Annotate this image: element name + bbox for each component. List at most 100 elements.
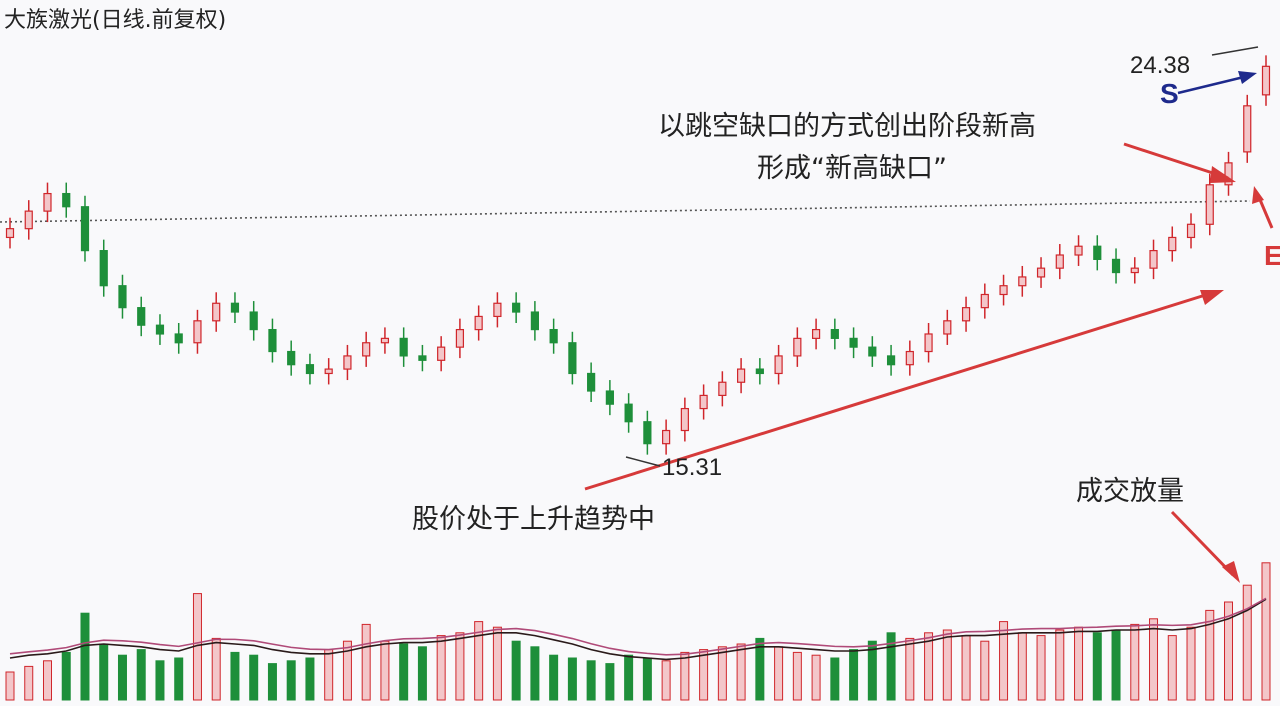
volume-bar [905, 637, 915, 701]
volume-bar [849, 649, 859, 701]
candle-body [249, 311, 258, 331]
volume-bar [736, 643, 746, 701]
candle-body [961, 307, 971, 322]
low-price-label: 15.31 [662, 454, 723, 481]
candle-body [587, 372, 596, 392]
candles-layer [5, 55, 1271, 455]
resistance-line [0, 200, 1251, 223]
volume-bar [5, 671, 15, 701]
volume-bar [136, 649, 146, 701]
high-price-label: 24.38 [1130, 52, 1191, 79]
volume-bar [117, 654, 127, 701]
volume-bar [361, 623, 371, 701]
volume-bar [455, 632, 465, 701]
e-arrowhead [1252, 186, 1264, 204]
candle-body [905, 350, 914, 366]
candle-body [943, 320, 952, 335]
volume-bar [1074, 626, 1084, 701]
volume-bar [1092, 632, 1102, 701]
candle-body [1130, 267, 1139, 274]
candle-body [324, 368, 333, 375]
candle-body [43, 192, 52, 212]
candle-body [662, 429, 671, 445]
candle-body [1205, 184, 1214, 225]
low-pointer [625, 456, 661, 467]
volume-bar [942, 629, 952, 701]
gap-annotation-line2: 形成“新高缺口” [757, 153, 947, 184]
candle-body [886, 355, 896, 366]
candle-body [811, 328, 821, 339]
candle-body [1036, 267, 1046, 278]
volume-bar [999, 621, 1009, 701]
volume-bar [961, 635, 971, 701]
volume-bar [1055, 629, 1065, 701]
volume-bar [42, 660, 52, 701]
candle-body [362, 342, 371, 357]
volume-bar [830, 657, 840, 701]
volume-bar [267, 663, 277, 701]
volume-bar [774, 646, 784, 701]
candle-body [568, 342, 577, 375]
volume-bar [1017, 632, 1027, 701]
volume-bar [699, 649, 709, 701]
candle-body [549, 328, 558, 344]
volume-bar [492, 626, 502, 701]
candle-body [230, 302, 240, 313]
volume-bar [661, 660, 671, 701]
candle-body [62, 192, 71, 208]
volume-bar [605, 663, 615, 701]
candle-body [305, 364, 315, 375]
candle-body [5, 228, 15, 239]
volume-bar [886, 632, 896, 701]
candle-body [99, 250, 108, 287]
candle-body [1074, 245, 1083, 256]
candle-body [868, 346, 877, 357]
volume-bar [1149, 618, 1159, 701]
candle-body [718, 381, 727, 397]
volume-bar [867, 640, 877, 701]
volume-bar [717, 646, 727, 701]
volume-bar [399, 643, 409, 701]
s-arrowhead [1238, 71, 1257, 84]
candle-body [455, 328, 465, 348]
volume-bar [549, 654, 559, 701]
volume-bar [24, 665, 34, 701]
candle-body [1149, 250, 1158, 269]
candle-body [605, 390, 614, 405]
candle-body [343, 355, 352, 370]
volume-bar [1205, 609, 1215, 701]
candle-body [737, 368, 746, 383]
candle-body [643, 421, 652, 445]
candle-body [624, 403, 633, 423]
gap-arrow [1123, 142, 1229, 180]
volume-layer [5, 562, 1271, 701]
candle-body [1186, 223, 1196, 239]
volume-bar [1186, 626, 1196, 701]
volume-bar [155, 660, 165, 701]
candle-body [924, 333, 933, 353]
volume-bar [99, 643, 109, 701]
gap-annotation-line1: 以跳空缺口的方式创出阶段新高 [658, 111, 1036, 142]
volume-bar [417, 646, 427, 701]
candle-body [512, 302, 521, 313]
candle-body [24, 210, 33, 230]
volume-bar [811, 654, 821, 701]
candle-body [793, 337, 802, 357]
volume-arrowhead [1222, 561, 1240, 583]
volume-bar [755, 637, 765, 701]
candle-body [137, 307, 146, 326]
volume-bar [624, 654, 634, 701]
candle-body [287, 350, 296, 366]
volume-bar [530, 646, 540, 701]
volume-annotation: 成交放量 [1076, 476, 1184, 507]
volume-bar [980, 640, 990, 701]
candle-body [1055, 254, 1064, 269]
volume-bar [586, 660, 596, 701]
candle-body [418, 355, 427, 361]
volume-ma-line-1 [9, 598, 1267, 661]
candle-body [80, 206, 90, 252]
volume-bar [511, 640, 521, 701]
volume-bar [286, 660, 296, 701]
candle-body [118, 285, 127, 309]
